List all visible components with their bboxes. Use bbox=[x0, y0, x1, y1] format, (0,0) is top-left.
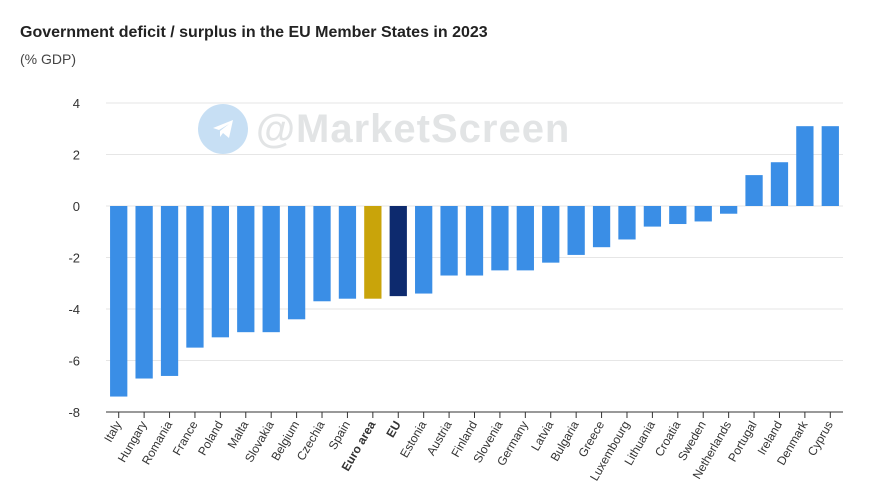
bar bbox=[313, 206, 331, 302]
bar bbox=[669, 206, 687, 225]
bar bbox=[516, 206, 534, 271]
bar bbox=[338, 206, 357, 299]
y-tick-label: -4 bbox=[68, 302, 80, 317]
bar bbox=[745, 175, 763, 206]
bar bbox=[262, 206, 280, 333]
bar bbox=[440, 206, 458, 276]
bar bbox=[186, 206, 204, 348]
telegram-icon bbox=[198, 104, 248, 154]
bar bbox=[160, 206, 179, 376]
watermark-text: @MarketScreen bbox=[256, 106, 571, 151]
bar bbox=[542, 206, 560, 263]
bar bbox=[567, 206, 585, 255]
y-tick-label: 4 bbox=[73, 96, 80, 111]
bar bbox=[287, 206, 306, 320]
bar bbox=[110, 206, 128, 397]
bar bbox=[770, 162, 789, 206]
bar bbox=[719, 206, 738, 214]
bar bbox=[389, 206, 407, 297]
bar bbox=[694, 206, 712, 222]
bar bbox=[135, 206, 153, 379]
bar bbox=[796, 126, 814, 206]
y-tick-label: -6 bbox=[68, 354, 80, 369]
x-tick-label: EU bbox=[383, 419, 403, 440]
bar bbox=[592, 206, 611, 248]
y-tick-label: 2 bbox=[73, 148, 80, 163]
bar bbox=[491, 206, 509, 271]
x-tick-label: Malta bbox=[225, 418, 252, 451]
bar bbox=[211, 206, 230, 338]
chart-subtitle: (% GDP) bbox=[20, 51, 76, 67]
watermark: @MarketScreen bbox=[198, 104, 570, 154]
bar bbox=[465, 206, 484, 276]
bar bbox=[415, 206, 433, 294]
y-tick-label: -8 bbox=[68, 405, 80, 420]
y-tick-label: -2 bbox=[68, 251, 80, 266]
bar bbox=[364, 206, 382, 299]
x-tick-label: Italy bbox=[101, 419, 124, 445]
bar bbox=[618, 206, 636, 240]
x-tick-label: Cyprus bbox=[805, 419, 836, 459]
bar bbox=[237, 206, 255, 333]
y-tick-label: 0 bbox=[73, 199, 80, 214]
chart-title: Government deficit / surplus in the EU M… bbox=[20, 24, 488, 41]
bar bbox=[643, 206, 662, 227]
x-tick-label: Poland bbox=[195, 419, 226, 458]
bar bbox=[821, 126, 839, 206]
